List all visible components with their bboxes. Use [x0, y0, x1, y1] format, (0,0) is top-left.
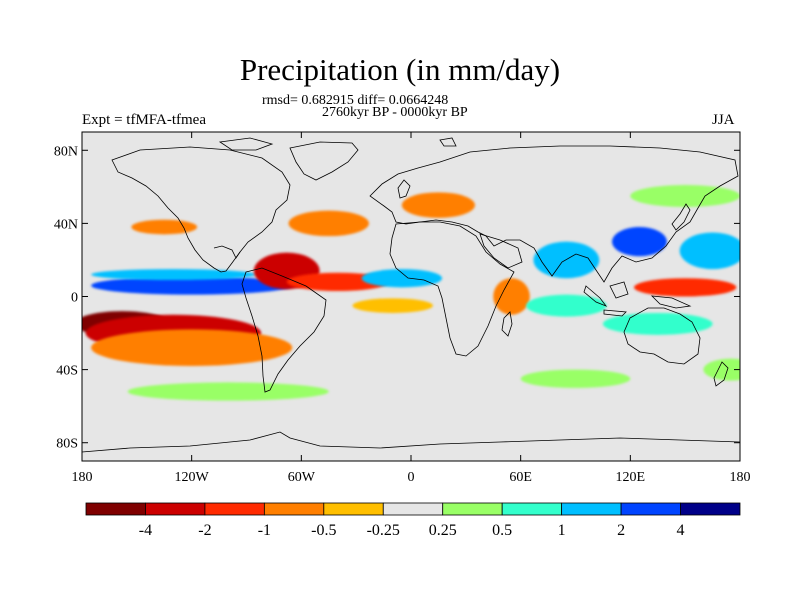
y-tick-label: 40S: [56, 364, 78, 379]
anomaly-south-atlantic-dry: [352, 298, 433, 313]
colorbar-swatch: [85, 502, 146, 516]
anomaly-southern-ocean-wet: [127, 382, 329, 401]
colorbar-label: 0.5: [492, 522, 512, 539]
coastline-antarctica: [82, 431, 740, 453]
season-label: JJA: [712, 112, 735, 128]
anomaly-indian-ocean-dry: [493, 278, 530, 315]
anomaly-subarctic-wet: [630, 185, 740, 207]
coastline-madagascar: [501, 311, 513, 337]
anomaly-north-pacific-dry: [131, 219, 198, 235]
colorbar-label: -2: [198, 522, 211, 539]
coastline-arabia: [479, 233, 523, 269]
anomaly-south-pacific-wet: [602, 312, 713, 335]
coastline-arctic-islands: [218, 137, 274, 151]
coastline-svalbard: [439, 137, 457, 147]
colorbar-swatch: [382, 502, 444, 516]
coastline-uk: [397, 179, 411, 199]
x-tick-label: 120W: [175, 470, 210, 485]
anomaly-south-indian-wet: [520, 369, 631, 388]
anomaly-south-pacific-west-wet: [703, 358, 740, 381]
colorbar: -4 -2 -1 -0.5 -0.25 0.25 0.5 1 2 4: [85, 502, 741, 539]
colorbar-swatch: [501, 502, 563, 516]
colorbar-label: -0.25: [367, 522, 400, 539]
x-tick-label: 60E: [509, 470, 532, 485]
x-tick-label: 180: [730, 470, 751, 485]
y-tick-label: 80S: [56, 437, 78, 452]
colorbar-swatch: [442, 502, 503, 516]
anomaly-west-africa-wet: [361, 269, 443, 288]
plot-title: Precipitation (in mm/day): [239, 52, 561, 87]
colorbar-swatch: [145, 502, 206, 516]
colorbar-label: -0.5: [311, 522, 336, 539]
x-tick-label: 60W: [288, 470, 316, 485]
x-tick-label: 120E: [616, 470, 646, 485]
x-tick-label: 0: [408, 470, 415, 485]
map-axes: 180 120W 60W 0 60E 120E 180 80N 40N 0 40S 80S: [54, 132, 751, 485]
colorbar-label: 4: [677, 522, 685, 539]
anomaly-indian-ocean-wet: [526, 294, 607, 317]
coastlines: [82, 137, 740, 453]
coastline-africa: [389, 221, 515, 357]
coastline-java: [603, 309, 627, 317]
colorbar-swatch: [323, 502, 384, 516]
anomaly-pacific-itcz-fringe: [91, 269, 256, 281]
colorbar-swatch: [263, 502, 325, 516]
x-tick-label: 180: [72, 470, 93, 485]
stats-line: rmsd= 0.682915 diff= 0.0664248: [262, 93, 449, 108]
coastline-gulf: [213, 245, 241, 259]
colorbar-label: 0.25: [429, 522, 457, 539]
colorbar-label: 1: [558, 522, 566, 539]
colorbar-swatch: [620, 502, 681, 516]
coastline-north-america: [111, 146, 291, 273]
colorbar-swatch: [680, 502, 741, 516]
coastline-sumatra: [583, 285, 608, 307]
colorbar-swatch: [561, 502, 622, 516]
y-tick-label: 80N: [54, 144, 78, 159]
anomaly-north-atlantic-dry: [288, 210, 369, 237]
anomaly-north-pacific-wet: [679, 232, 740, 270]
coastline-borneo: [609, 281, 629, 299]
anomaly-europe-dry: [401, 192, 475, 218]
y-tick-label: 0: [71, 291, 78, 306]
coastline-south-america: [241, 267, 327, 393]
map-background: [82, 132, 740, 461]
coastline-japan: [671, 203, 691, 231]
colorbar-swatch: [204, 502, 265, 516]
colorbar-label: -1: [258, 522, 271, 539]
coastline-new-zealand: [713, 361, 729, 387]
y-tick-label: 40N: [54, 217, 78, 232]
anomaly-west-pacific-dry: [633, 278, 737, 297]
anomaly-east-pacific-itcz-wet: [91, 276, 293, 295]
coastline-new-guinea: [650, 295, 692, 309]
anomaly-east-asia-wet: [612, 227, 667, 257]
coastline-greenland: [289, 141, 359, 181]
period-line: 2760kyr BP - 0000kyr BP: [322, 105, 468, 120]
experiment-label: Expt = tfMFA-tfmea: [82, 112, 206, 128]
coastline-eurasia: [369, 145, 739, 283]
coastline-australia: [623, 307, 701, 365]
colorbar-label: 2: [617, 522, 625, 539]
anomaly-layer: [82, 185, 740, 401]
colorbar-label: -4: [139, 522, 152, 539]
anomaly-pacific-dry-band: [91, 329, 293, 366]
